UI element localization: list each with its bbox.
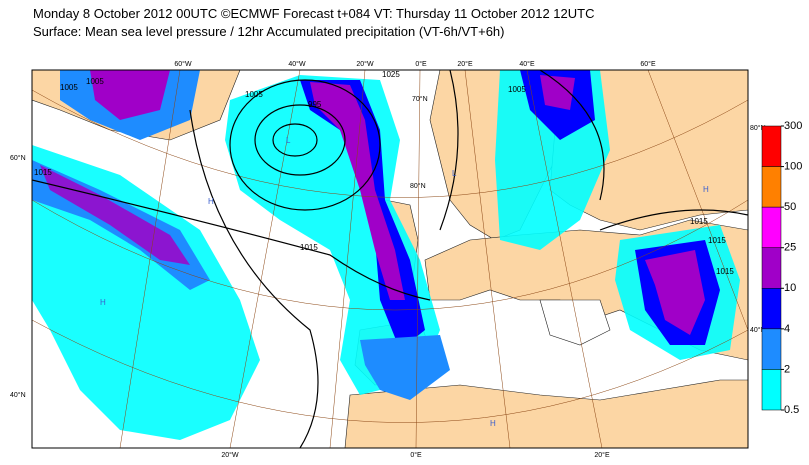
- colorbar-segment: [761, 247, 782, 289]
- lat-label: 40°N: [750, 326, 766, 334]
- pressure-centre: H: [100, 298, 106, 307]
- isobar-label: 1025: [382, 70, 400, 79]
- map-area: [32, 70, 748, 448]
- subtitle: Surface: Mean sea level pressure / 12hr …: [33, 24, 505, 39]
- precipitation: [32, 70, 740, 440]
- colorbar-segment: [761, 328, 782, 370]
- colorbar-segment: [761, 206, 782, 248]
- pressure-centre: H: [208, 197, 214, 206]
- graticule: [32, 70, 748, 448]
- lon-label: 20°E: [457, 60, 473, 68]
- isobars: [32, 70, 748, 448]
- colorbar-segment: [761, 125, 782, 167]
- colorbar-label: 10: [784, 282, 796, 294]
- pressure-centre: L: [452, 169, 457, 178]
- colorbar-segment: [761, 166, 782, 208]
- colorbar-segment: [761, 369, 782, 411]
- lat-label: 40°N: [10, 391, 26, 399]
- isobar-label: 1015: [708, 236, 726, 245]
- lon-label: 0°E: [410, 451, 422, 459]
- isobar-label: 1005: [86, 77, 104, 86]
- lon-label: 20°W: [356, 60, 374, 68]
- colorbar-label: 0.5: [784, 404, 799, 416]
- lat-label: 60°N: [10, 154, 26, 162]
- lat-label: 80°N: [750, 124, 766, 132]
- isobar-label: 1015: [300, 243, 318, 252]
- colorbar-label: 100: [784, 160, 802, 172]
- isobar-label: 1005: [508, 85, 526, 94]
- lon-label: 40°E: [519, 60, 535, 68]
- colorbar-label: 50: [784, 201, 796, 213]
- lon-label: 20°E: [594, 451, 610, 459]
- pressure-centre: H: [490, 419, 496, 428]
- map-labels: 60°W 40°W 20°W 0°E 20°E 40°E 60°E 20°W 0…: [10, 60, 766, 459]
- lon-label: 20°W: [221, 451, 239, 459]
- lon-label: 60°W: [174, 60, 192, 68]
- colorbar-label: 2: [784, 363, 790, 375]
- colorbar-label: 4: [784, 323, 790, 335]
- title: Monday 8 October 2012 00UTC ©ECMWF Forec…: [33, 6, 595, 21]
- lon-label: 60°E: [640, 60, 656, 68]
- pressure-centre: H: [703, 185, 709, 194]
- colorbar-label: 300: [784, 120, 802, 132]
- lat-label: 70°N: [412, 95, 428, 103]
- isobar-label: 995: [308, 100, 322, 109]
- pressure-centre: L: [286, 136, 291, 145]
- isobar-label: 1015: [716, 267, 734, 276]
- colorbar-label: 25: [784, 242, 796, 254]
- isobar-label: 1015: [690, 217, 708, 226]
- lon-label: 0°E: [415, 60, 427, 68]
- isobar-label: 1005: [60, 83, 78, 92]
- isobar-label: 1015: [34, 168, 52, 177]
- lat-label: 80°N: [410, 182, 426, 190]
- map-frame: [31, 69, 749, 449]
- isobar-label: 1005: [245, 90, 263, 99]
- colorbar-segment: [761, 288, 782, 330]
- lon-label: 40°W: [288, 60, 306, 68]
